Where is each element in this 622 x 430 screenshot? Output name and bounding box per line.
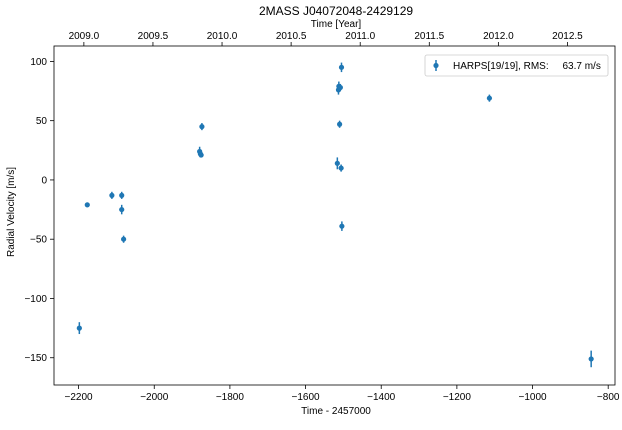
top-x-tick-label: 2011.0 [345, 31, 375, 42]
data-point [119, 206, 125, 213]
data-point [76, 325, 82, 331]
y-tick-label: −100 [24, 294, 47, 305]
y-tick-label: 100 [30, 57, 47, 68]
data-point [334, 160, 340, 166]
data-point [109, 192, 115, 198]
x-axis-label: Time - 2457000 [301, 406, 371, 417]
top-x-tick-label: 2009.5 [138, 31, 169, 42]
legend-label: HARPS[19/19], RMS: 63.7 m/s [453, 61, 601, 72]
y-tick-label: 0 [41, 175, 47, 186]
x-tick-label: −1800 [216, 392, 245, 403]
top-x-tick-label: 2012.0 [483, 31, 514, 42]
x-tick-label: −1000 [518, 392, 547, 403]
plot-area: −2200 −2000 −1800 −1600 −1400 −1200 −1000 −8002… [24, 31, 619, 403]
data-point [339, 223, 345, 229]
data-point [338, 64, 345, 70]
data-point [198, 152, 204, 158]
legend-marker [433, 62, 439, 69]
x-tick-label: −1600 [292, 392, 321, 403]
data-point [338, 165, 344, 171]
x-tick-label: −2000 [140, 392, 169, 403]
top-x-tick-label: 2012.5 [552, 31, 583, 42]
x-tick-label: −800 [597, 392, 620, 403]
y-tick-label: −50 [30, 235, 47, 246]
legend-box [424, 54, 609, 77]
chart-title: 2MASS J04072048-2429129 [259, 4, 413, 18]
data-point [337, 121, 343, 127]
data-point [337, 84, 343, 91]
y-tick-label: 50 [36, 116, 48, 127]
top-x-tick-label: 2010.5 [276, 31, 307, 42]
data-point [84, 202, 90, 208]
top-x-tick-label: 2011.5 [414, 31, 444, 42]
data-point [199, 124, 205, 130]
data-point [486, 95, 493, 101]
data-point [119, 192, 125, 198]
y-axis-label: Radial Velocity [m/s] [6, 167, 17, 257]
top-x-tick-label: 2010.0 [207, 31, 238, 42]
top-x-tick-label: 2009.0 [69, 31, 100, 42]
data-point [121, 236, 127, 242]
top-x-axis-label: Time [Year] [311, 19, 362, 30]
data-point [588, 356, 594, 362]
x-tick-label: −2200 [65, 392, 94, 403]
axes-frame [53, 45, 616, 386]
y-tick-label: −150 [24, 353, 47, 364]
x-tick-label: −1200 [443, 392, 472, 403]
x-tick-label: −1400 [367, 392, 396, 403]
legend: HARPS[19/19], RMS: 63.7 m/s [424, 54, 609, 77]
